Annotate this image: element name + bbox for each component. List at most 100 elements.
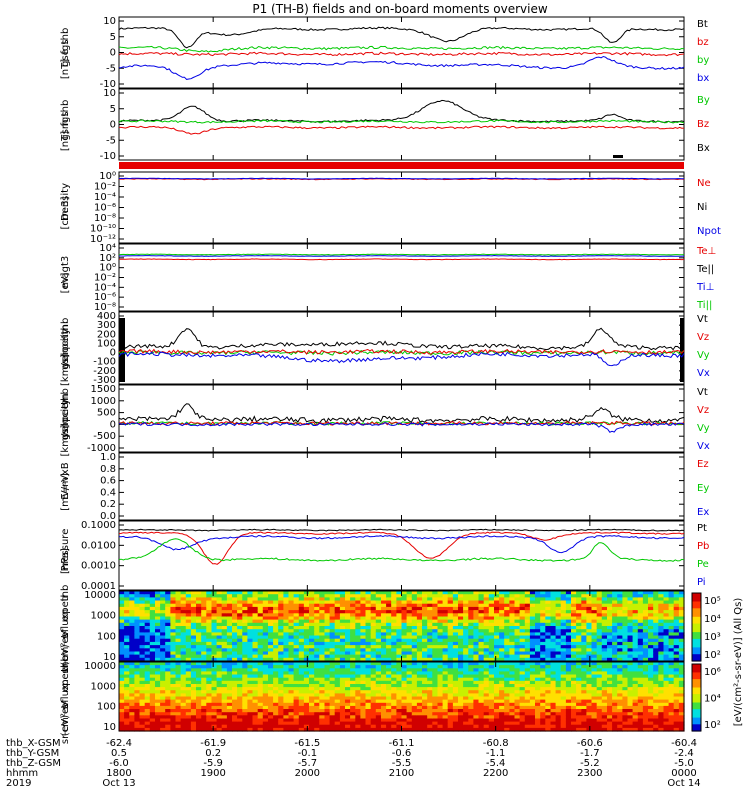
heatmap-cell xyxy=(176,715,182,719)
heatmap-cell xyxy=(206,690,212,694)
heatmap-cell xyxy=(509,675,515,679)
heatmap-cell xyxy=(201,675,207,679)
heatmap-cell xyxy=(350,690,356,694)
heatmap-cell xyxy=(617,665,623,669)
heatmap-cell xyxy=(520,681,526,685)
heatmap-cell xyxy=(402,665,408,669)
heatmap-cell xyxy=(258,675,264,679)
heatmap-cell xyxy=(129,675,135,679)
heatmap-cell xyxy=(530,681,536,685)
ytick-label: 10000 xyxy=(84,590,116,601)
heatmap-cell xyxy=(129,665,135,669)
heatmap-cell xyxy=(330,665,336,669)
heatmap-cell xyxy=(201,725,207,729)
heatmap-cell xyxy=(330,715,336,719)
heatmap-cell xyxy=(499,665,505,669)
heatmap-cell xyxy=(247,715,253,719)
heatmap-cell xyxy=(520,725,526,729)
ytick-label: 10000 xyxy=(84,661,116,672)
heatmap-cell xyxy=(561,665,567,669)
heatmap-cell xyxy=(299,665,305,669)
heatmap-cell xyxy=(278,690,284,694)
heatmap-cell xyxy=(124,681,130,685)
heatmap-cell xyxy=(551,700,557,704)
heatmap-cell xyxy=(314,665,320,669)
heatmap-cell xyxy=(381,709,387,713)
heatmap-cell xyxy=(494,725,500,729)
heatmap-cell xyxy=(592,725,598,729)
legend-ne: Ne xyxy=(697,178,711,189)
series-pi xyxy=(119,536,684,553)
heatmap-cell xyxy=(119,715,125,719)
series-teperp xyxy=(119,259,684,260)
heatmap-cell xyxy=(155,681,161,685)
heatmap-cell xyxy=(432,709,438,713)
heatmap-cell xyxy=(515,715,521,719)
heatmap-cell xyxy=(525,681,531,685)
heatmap-cell xyxy=(319,725,325,729)
heatmap-cell xyxy=(283,665,289,669)
heatmap-cell xyxy=(602,725,608,729)
heatmap-cell xyxy=(299,725,305,729)
heatmap-cell xyxy=(325,725,331,729)
heatmap-cell xyxy=(381,725,387,729)
heatmap-cell xyxy=(463,690,469,694)
ylabel-line: [km/s] xyxy=(60,354,71,386)
ytick-label: 0.0100 xyxy=(81,540,116,551)
heatmap-cell xyxy=(237,725,243,729)
heatmap-cell xyxy=(268,725,274,729)
legend-vz: Vz xyxy=(697,405,709,416)
panel-peir: thbpeirenefluxeV(cm²-s-sr-eV)10000100010… xyxy=(60,585,685,674)
heatmap-cell xyxy=(258,709,264,713)
heatmap-cell xyxy=(515,709,521,713)
legend-by: by xyxy=(697,55,709,66)
heatmap-cell xyxy=(299,700,305,704)
heatmap-cell xyxy=(283,690,289,694)
heatmap-cell xyxy=(402,700,408,704)
heatmap-cell xyxy=(458,709,464,713)
heatmap-cell xyxy=(319,700,325,704)
heatmap-cell xyxy=(561,681,567,685)
heatmap-cell xyxy=(396,681,402,685)
heatmap-cell xyxy=(607,681,613,685)
heatmap-cell xyxy=(294,665,300,669)
series-by xyxy=(119,46,684,52)
heatmap-cell xyxy=(191,690,197,694)
heatmap-cell xyxy=(499,715,505,719)
heatmap-cell xyxy=(473,725,479,729)
heatmap-cell xyxy=(186,665,192,669)
heatmap-cell xyxy=(253,675,259,679)
heatmap-cell xyxy=(222,690,228,694)
heatmap-cell xyxy=(571,709,577,713)
heatmap-cell xyxy=(535,690,541,694)
heatmap-cell xyxy=(165,681,171,685)
heatmap-cell xyxy=(314,675,320,679)
heatmap-cell xyxy=(263,681,269,685)
heatmap-cell xyxy=(360,681,366,685)
ytick-label: 10⁰ xyxy=(99,171,116,182)
heatmap-cell xyxy=(551,715,557,719)
heatmap-cell xyxy=(319,675,325,679)
ytick-label: 0.1000 xyxy=(81,520,116,531)
heatmap-cell xyxy=(340,681,346,685)
heatmap-cell xyxy=(602,665,608,669)
heatmap-cell xyxy=(350,715,356,719)
ytick-label: 0 xyxy=(110,419,116,430)
series-pt xyxy=(119,529,684,531)
heatmap-cell xyxy=(170,700,176,704)
heatmap-cell xyxy=(237,681,243,685)
heatmap-cell xyxy=(612,690,618,694)
heatmap-cell xyxy=(602,709,608,713)
heatmap-cell xyxy=(509,665,515,669)
heatmap-cell xyxy=(607,690,613,694)
heatmap-cell xyxy=(499,700,505,704)
heatmap-cell xyxy=(432,690,438,694)
heatmap-cell xyxy=(494,681,500,685)
heatmap-cell xyxy=(304,675,310,679)
heatmap-cell xyxy=(176,709,182,713)
heatmap-cell xyxy=(191,681,197,685)
heatmap-cell xyxy=(247,690,253,694)
heatmap-cell xyxy=(196,665,202,669)
